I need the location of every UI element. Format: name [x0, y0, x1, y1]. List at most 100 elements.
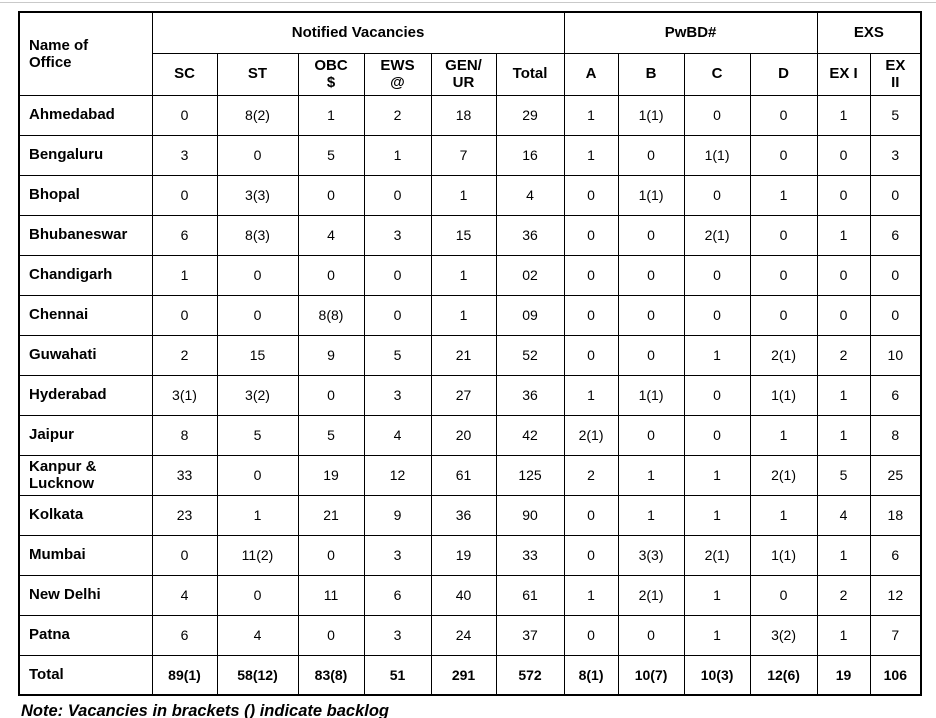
data-cell: 0 [297, 374, 365, 416]
data-cell: 36 [495, 374, 565, 416]
data-cell: 25 [869, 454, 922, 496]
data-cell: 2(1) [749, 454, 818, 496]
data-cell: 0 [216, 294, 299, 336]
data-cell: 3(1) [151, 374, 218, 416]
data-cell: 24 [430, 614, 497, 656]
data-cell: 1 [430, 174, 497, 216]
data-cell: 5 [869, 94, 922, 136]
data-cell: 0 [749, 214, 818, 256]
data-cell: 40 [430, 574, 497, 616]
data-cell: 1 [563, 134, 619, 176]
office-name-cell: Bhubaneswar [18, 214, 153, 256]
data-cell: 20 [430, 414, 497, 456]
data-cell: 33 [495, 534, 565, 576]
data-cell: 0 [683, 374, 751, 416]
table-row: Kolkata 23 1 21 9 36 90 0 1 1 1 4 18 [18, 494, 922, 536]
total-label-cell: Total [18, 654, 153, 696]
header-group-exs: EXS [816, 11, 922, 54]
column-header-obc: OBC $ [297, 52, 365, 96]
data-cell: 0 [617, 134, 685, 176]
data-cell: 0 [816, 254, 871, 296]
data-cell: 0 [869, 174, 922, 216]
data-cell: 0 [563, 334, 619, 376]
footnote: Note: Vacancies in brackets () indicate … [21, 702, 390, 718]
table-row: Chandigarh 1 0 0 0 1 02 0 0 0 0 0 0 [18, 254, 922, 296]
office-name-cell: Mumbai [18, 534, 153, 576]
data-cell: 2(1) [563, 414, 619, 456]
column-header-d: D [749, 52, 818, 96]
data-cell: 1(1) [749, 374, 818, 416]
data-cell: 1 [816, 94, 871, 136]
office-name-cell: Patna [18, 614, 153, 656]
data-cell: 11 [297, 574, 365, 616]
data-cell: 0 [151, 174, 218, 216]
data-cell: 19 [430, 534, 497, 576]
data-cell: 61 [430, 454, 497, 496]
data-cell: 1 [749, 174, 818, 216]
data-cell: 2(1) [683, 534, 751, 576]
data-cell: 2 [816, 334, 871, 376]
data-cell: 0 [297, 614, 365, 656]
data-cell: 5 [816, 454, 871, 496]
data-cell: 1 [683, 614, 751, 656]
data-cell: 1 [683, 454, 751, 496]
data-cell: 0 [563, 534, 619, 576]
column-header-ews: EWS @ [363, 52, 432, 96]
data-cell: 1 [816, 374, 871, 416]
data-cell: 7 [869, 614, 922, 656]
table-row: Bhopal 0 3(3) 0 0 1 4 0 1(1) 0 1 0 0 [18, 174, 922, 216]
data-cell: 0 [297, 174, 365, 216]
data-cell: 8(8) [297, 294, 365, 336]
data-cell: 0 [816, 294, 871, 336]
office-name-cell: Bengaluru [18, 134, 153, 176]
data-cell: 12 [363, 454, 432, 496]
data-cell: 1 [563, 94, 619, 136]
data-cell: 0 [216, 454, 299, 496]
column-header-b: B [617, 52, 685, 96]
table-row: Mumbai 0 11(2) 0 3 19 33 0 3(3) 2(1) 1(1) 1 6 [18, 534, 922, 576]
data-cell: 1 [430, 294, 497, 336]
data-cell: 0 [151, 294, 218, 336]
data-cell: 0 [749, 254, 818, 296]
data-cell: 15 [216, 334, 299, 376]
data-cell: 4 [363, 414, 432, 456]
data-cell: 1(1) [617, 94, 685, 136]
data-cell: 1 [683, 334, 751, 376]
data-cell: 33 [151, 454, 218, 496]
data-cell: 16 [495, 134, 565, 176]
column-header-a: A [563, 52, 619, 96]
office-name-cell: Bhopal [18, 174, 153, 216]
data-cell: 42 [495, 414, 565, 456]
column-header-total: Total [495, 52, 565, 96]
data-cell: 37 [495, 614, 565, 656]
data-cell: 1 [683, 494, 751, 536]
total-value-cell: 8(1) [563, 654, 619, 696]
data-cell: 2 [816, 574, 871, 616]
data-cell: 1 [216, 494, 299, 536]
data-cell: 1(1) [749, 534, 818, 576]
data-cell: 4 [151, 574, 218, 616]
data-cell: 2(1) [617, 574, 685, 616]
data-cell: 29 [495, 94, 565, 136]
table-row: Patna 6 4 0 3 24 37 0 0 1 3(2) 1 7 [18, 614, 922, 656]
data-cell: 3 [363, 374, 432, 416]
data-cell: 1 [563, 374, 619, 416]
data-cell: 0 [617, 334, 685, 376]
data-cell: 3 [869, 134, 922, 176]
page-edge-line [0, 2, 936, 3]
data-cell: 3 [363, 214, 432, 256]
data-cell: 0 [216, 254, 299, 296]
data-cell: 125 [495, 454, 565, 496]
data-cell: 1 [683, 574, 751, 616]
data-cell: 4 [216, 614, 299, 656]
data-cell: 4 [495, 174, 565, 216]
data-cell: 0 [151, 534, 218, 576]
office-name-cell: Kolkata [18, 494, 153, 536]
data-cell: 0 [617, 294, 685, 336]
data-cell: 5 [297, 134, 365, 176]
data-cell: 0 [363, 254, 432, 296]
data-cell: 23 [151, 494, 218, 536]
table-row: Hyderabad 3(1) 3(2) 0 3 27 36 1 1(1) 0 1(1) 1 6 [18, 374, 922, 416]
data-cell: 2 [563, 454, 619, 496]
column-header-ex-ii: EX II [869, 52, 922, 96]
